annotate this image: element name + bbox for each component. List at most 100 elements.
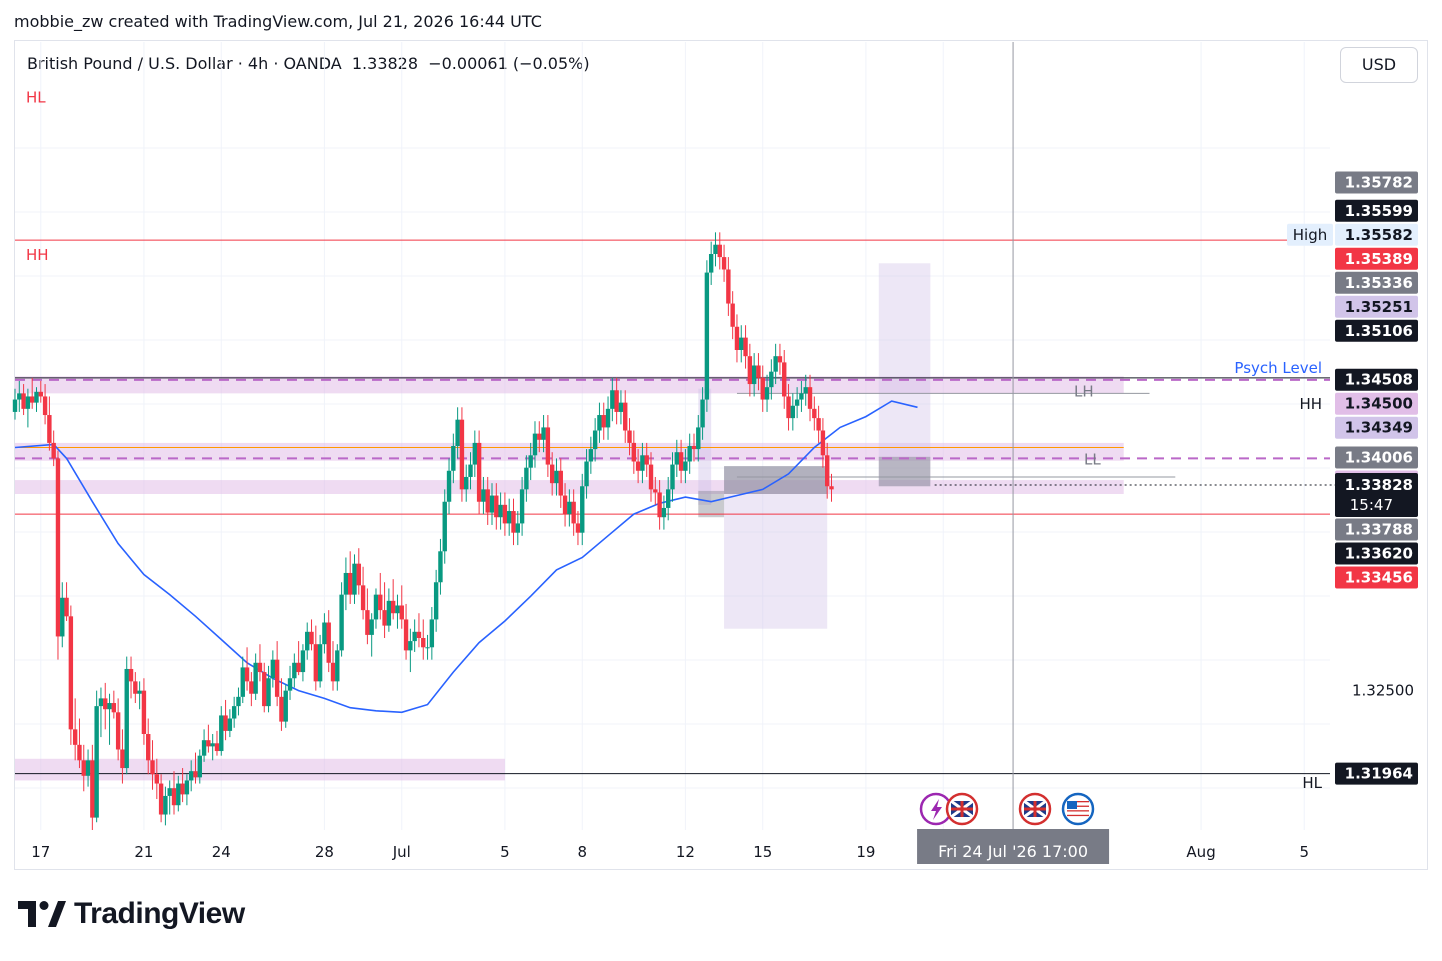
- price-tag-label: 1.35336: [1345, 274, 1413, 292]
- candle-down: [825, 455, 830, 487]
- candle-down: [537, 433, 542, 440]
- x-tick-label: 8: [577, 843, 587, 861]
- candle-down: [68, 616, 74, 730]
- candle-up: [700, 399, 705, 428]
- candle-up: [451, 446, 456, 471]
- us-flag-stripe: [1067, 810, 1089, 812]
- candle-up: [588, 449, 594, 462]
- candle-up: [455, 419, 460, 446]
- candle-up: [670, 464, 675, 490]
- candle-up: [369, 619, 374, 635]
- candle-up: [94, 706, 99, 818]
- candle-up: [528, 455, 533, 468]
- candle-down: [29, 396, 35, 403]
- candle-up: [227, 718, 233, 731]
- candle-down: [146, 734, 151, 761]
- price-tag-label: 1.35251: [1345, 298, 1413, 316]
- candle-down: [549, 464, 555, 484]
- candle-up: [519, 489, 525, 524]
- candle-up: [554, 470, 559, 484]
- candle-down: [743, 337, 748, 357]
- x-tick-label: 24: [212, 843, 231, 861]
- x-tick-label: 5: [1299, 843, 1309, 861]
- candle-up: [666, 489, 671, 508]
- price-tag: [1335, 368, 1418, 391]
- candle-down: [72, 729, 78, 745]
- x-tick-label: 28: [315, 843, 334, 861]
- candle-down: [511, 511, 516, 533]
- candle-down: [180, 783, 185, 795]
- chart-frame: [14, 40, 1428, 870]
- candle-down: [330, 662, 336, 682]
- price-tag: [1335, 171, 1418, 194]
- range-box: [698, 490, 725, 518]
- candle-down: [326, 622, 331, 663]
- candle-down: [601, 415, 606, 428]
- price-tag: [1335, 762, 1418, 785]
- candle-down: [150, 760, 155, 775]
- price-tag-label: 1.34006: [1345, 448, 1413, 466]
- candle-up: [618, 402, 624, 412]
- candle-down: [502, 504, 508, 524]
- x-tick-label: 19: [856, 843, 875, 861]
- candle-up: [373, 594, 379, 620]
- candle-up: [25, 396, 31, 409]
- price-tag: [1335, 566, 1418, 589]
- candle-down: [103, 698, 108, 710]
- candle-up: [584, 461, 589, 487]
- candle-down: [193, 771, 198, 778]
- candle-up: [107, 703, 112, 710]
- candle-up: [287, 678, 293, 691]
- price-tag: [1335, 542, 1418, 565]
- candle-up: [386, 600, 392, 626]
- candle-up: [567, 501, 572, 515]
- price-tag-label: 1.35106: [1345, 322, 1413, 340]
- candle-down: [115, 712, 121, 750]
- candle-up: [17, 393, 22, 400]
- price-tag-label: 1.34349: [1345, 419, 1413, 437]
- candle-up: [696, 427, 701, 450]
- price-tag-label: 1.33620: [1345, 544, 1413, 562]
- candle-down: [678, 452, 684, 471]
- candle-up: [640, 455, 645, 471]
- candle-up: [167, 788, 172, 796]
- candle-down: [558, 470, 563, 496]
- tradingview-logo-icon: [18, 901, 66, 927]
- candle-down: [575, 523, 581, 533]
- candle-down: [360, 585, 366, 611]
- candle-up: [446, 470, 452, 502]
- candle-up: [12, 399, 18, 412]
- candle-down: [653, 489, 658, 493]
- candle-up: [610, 390, 615, 409]
- candle-up: [739, 337, 744, 350]
- candle-up: [85, 760, 91, 776]
- price-tag-label: 1.33456: [1345, 568, 1413, 586]
- candle-down: [390, 600, 396, 614]
- currency-button[interactable]: USD: [1340, 47, 1418, 83]
- candle-down: [816, 418, 821, 431]
- candle-down: [820, 430, 826, 456]
- candle-down: [47, 415, 52, 443]
- candle-up: [60, 597, 65, 637]
- candle-up: [34, 391, 39, 403]
- x-tick-label: 12: [676, 843, 695, 861]
- candle-down: [399, 605, 404, 620]
- candle-up: [790, 405, 796, 419]
- zone: [15, 480, 1124, 494]
- us-flag-stripe: [1067, 801, 1089, 803]
- price-tag: [1335, 247, 1418, 270]
- candle-up: [124, 668, 129, 769]
- candle-up: [163, 795, 168, 815]
- candle-down: [279, 696, 284, 722]
- candle-down: [171, 788, 177, 806]
- candle-up: [769, 371, 774, 388]
- us-flag-stripe: [1067, 805, 1089, 807]
- candle-up: [489, 495, 495, 513]
- candle-up: [300, 650, 306, 673]
- candle-down: [64, 597, 69, 617]
- candle-up: [352, 563, 357, 595]
- countdown-label: 15:47: [1350, 496, 1393, 514]
- candle-down: [90, 760, 95, 818]
- candle-down: [747, 356, 753, 385]
